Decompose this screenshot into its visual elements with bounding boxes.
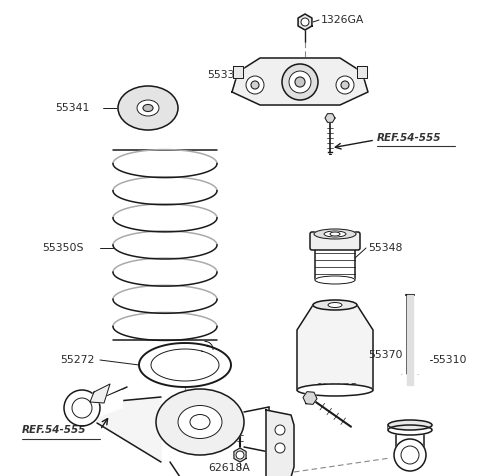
Polygon shape bbox=[234, 448, 246, 462]
Circle shape bbox=[72, 398, 92, 418]
Polygon shape bbox=[325, 114, 335, 122]
Polygon shape bbox=[266, 410, 294, 476]
FancyBboxPatch shape bbox=[310, 232, 360, 250]
Polygon shape bbox=[232, 58, 368, 105]
Ellipse shape bbox=[388, 420, 432, 430]
Text: REF.54-555: REF.54-555 bbox=[377, 133, 442, 143]
Circle shape bbox=[251, 81, 259, 89]
Polygon shape bbox=[303, 392, 317, 404]
Text: 55370: 55370 bbox=[368, 350, 403, 360]
Text: 62618A: 62618A bbox=[208, 463, 250, 473]
Polygon shape bbox=[392, 375, 428, 430]
Ellipse shape bbox=[324, 231, 346, 237]
Bar bbox=[233, 66, 243, 78]
Ellipse shape bbox=[328, 303, 342, 307]
Polygon shape bbox=[90, 384, 110, 403]
Polygon shape bbox=[297, 305, 373, 390]
Ellipse shape bbox=[330, 232, 340, 236]
Polygon shape bbox=[407, 295, 413, 385]
Circle shape bbox=[336, 76, 354, 94]
Polygon shape bbox=[97, 397, 161, 462]
Text: 55272: 55272 bbox=[60, 355, 95, 365]
Circle shape bbox=[275, 443, 285, 453]
Text: 55348: 55348 bbox=[368, 243, 402, 253]
Circle shape bbox=[64, 390, 100, 426]
Ellipse shape bbox=[137, 100, 159, 116]
Ellipse shape bbox=[313, 300, 357, 310]
Circle shape bbox=[301, 18, 309, 26]
Circle shape bbox=[341, 81, 349, 89]
Text: REF.54-555: REF.54-555 bbox=[22, 425, 86, 435]
Ellipse shape bbox=[143, 105, 153, 111]
Ellipse shape bbox=[314, 229, 356, 239]
Ellipse shape bbox=[178, 406, 222, 438]
Bar bbox=[357, 66, 367, 78]
Circle shape bbox=[295, 77, 305, 87]
Circle shape bbox=[401, 446, 419, 464]
Circle shape bbox=[289, 71, 311, 93]
Ellipse shape bbox=[297, 384, 373, 396]
Text: 55330: 55330 bbox=[207, 70, 241, 80]
Circle shape bbox=[275, 425, 285, 435]
Ellipse shape bbox=[118, 86, 178, 130]
Polygon shape bbox=[388, 425, 432, 430]
Circle shape bbox=[394, 439, 426, 471]
Circle shape bbox=[236, 451, 244, 459]
Text: 62617C: 62617C bbox=[315, 383, 357, 393]
Ellipse shape bbox=[156, 389, 244, 455]
Text: 55310: 55310 bbox=[432, 355, 467, 365]
Ellipse shape bbox=[190, 415, 210, 429]
Ellipse shape bbox=[315, 276, 355, 284]
Circle shape bbox=[246, 76, 264, 94]
Ellipse shape bbox=[388, 425, 432, 435]
Text: 1326GA: 1326GA bbox=[321, 15, 364, 25]
Circle shape bbox=[282, 64, 318, 100]
Text: 55341: 55341 bbox=[55, 103, 89, 113]
Text: 55350S: 55350S bbox=[42, 243, 84, 253]
Polygon shape bbox=[298, 14, 312, 30]
